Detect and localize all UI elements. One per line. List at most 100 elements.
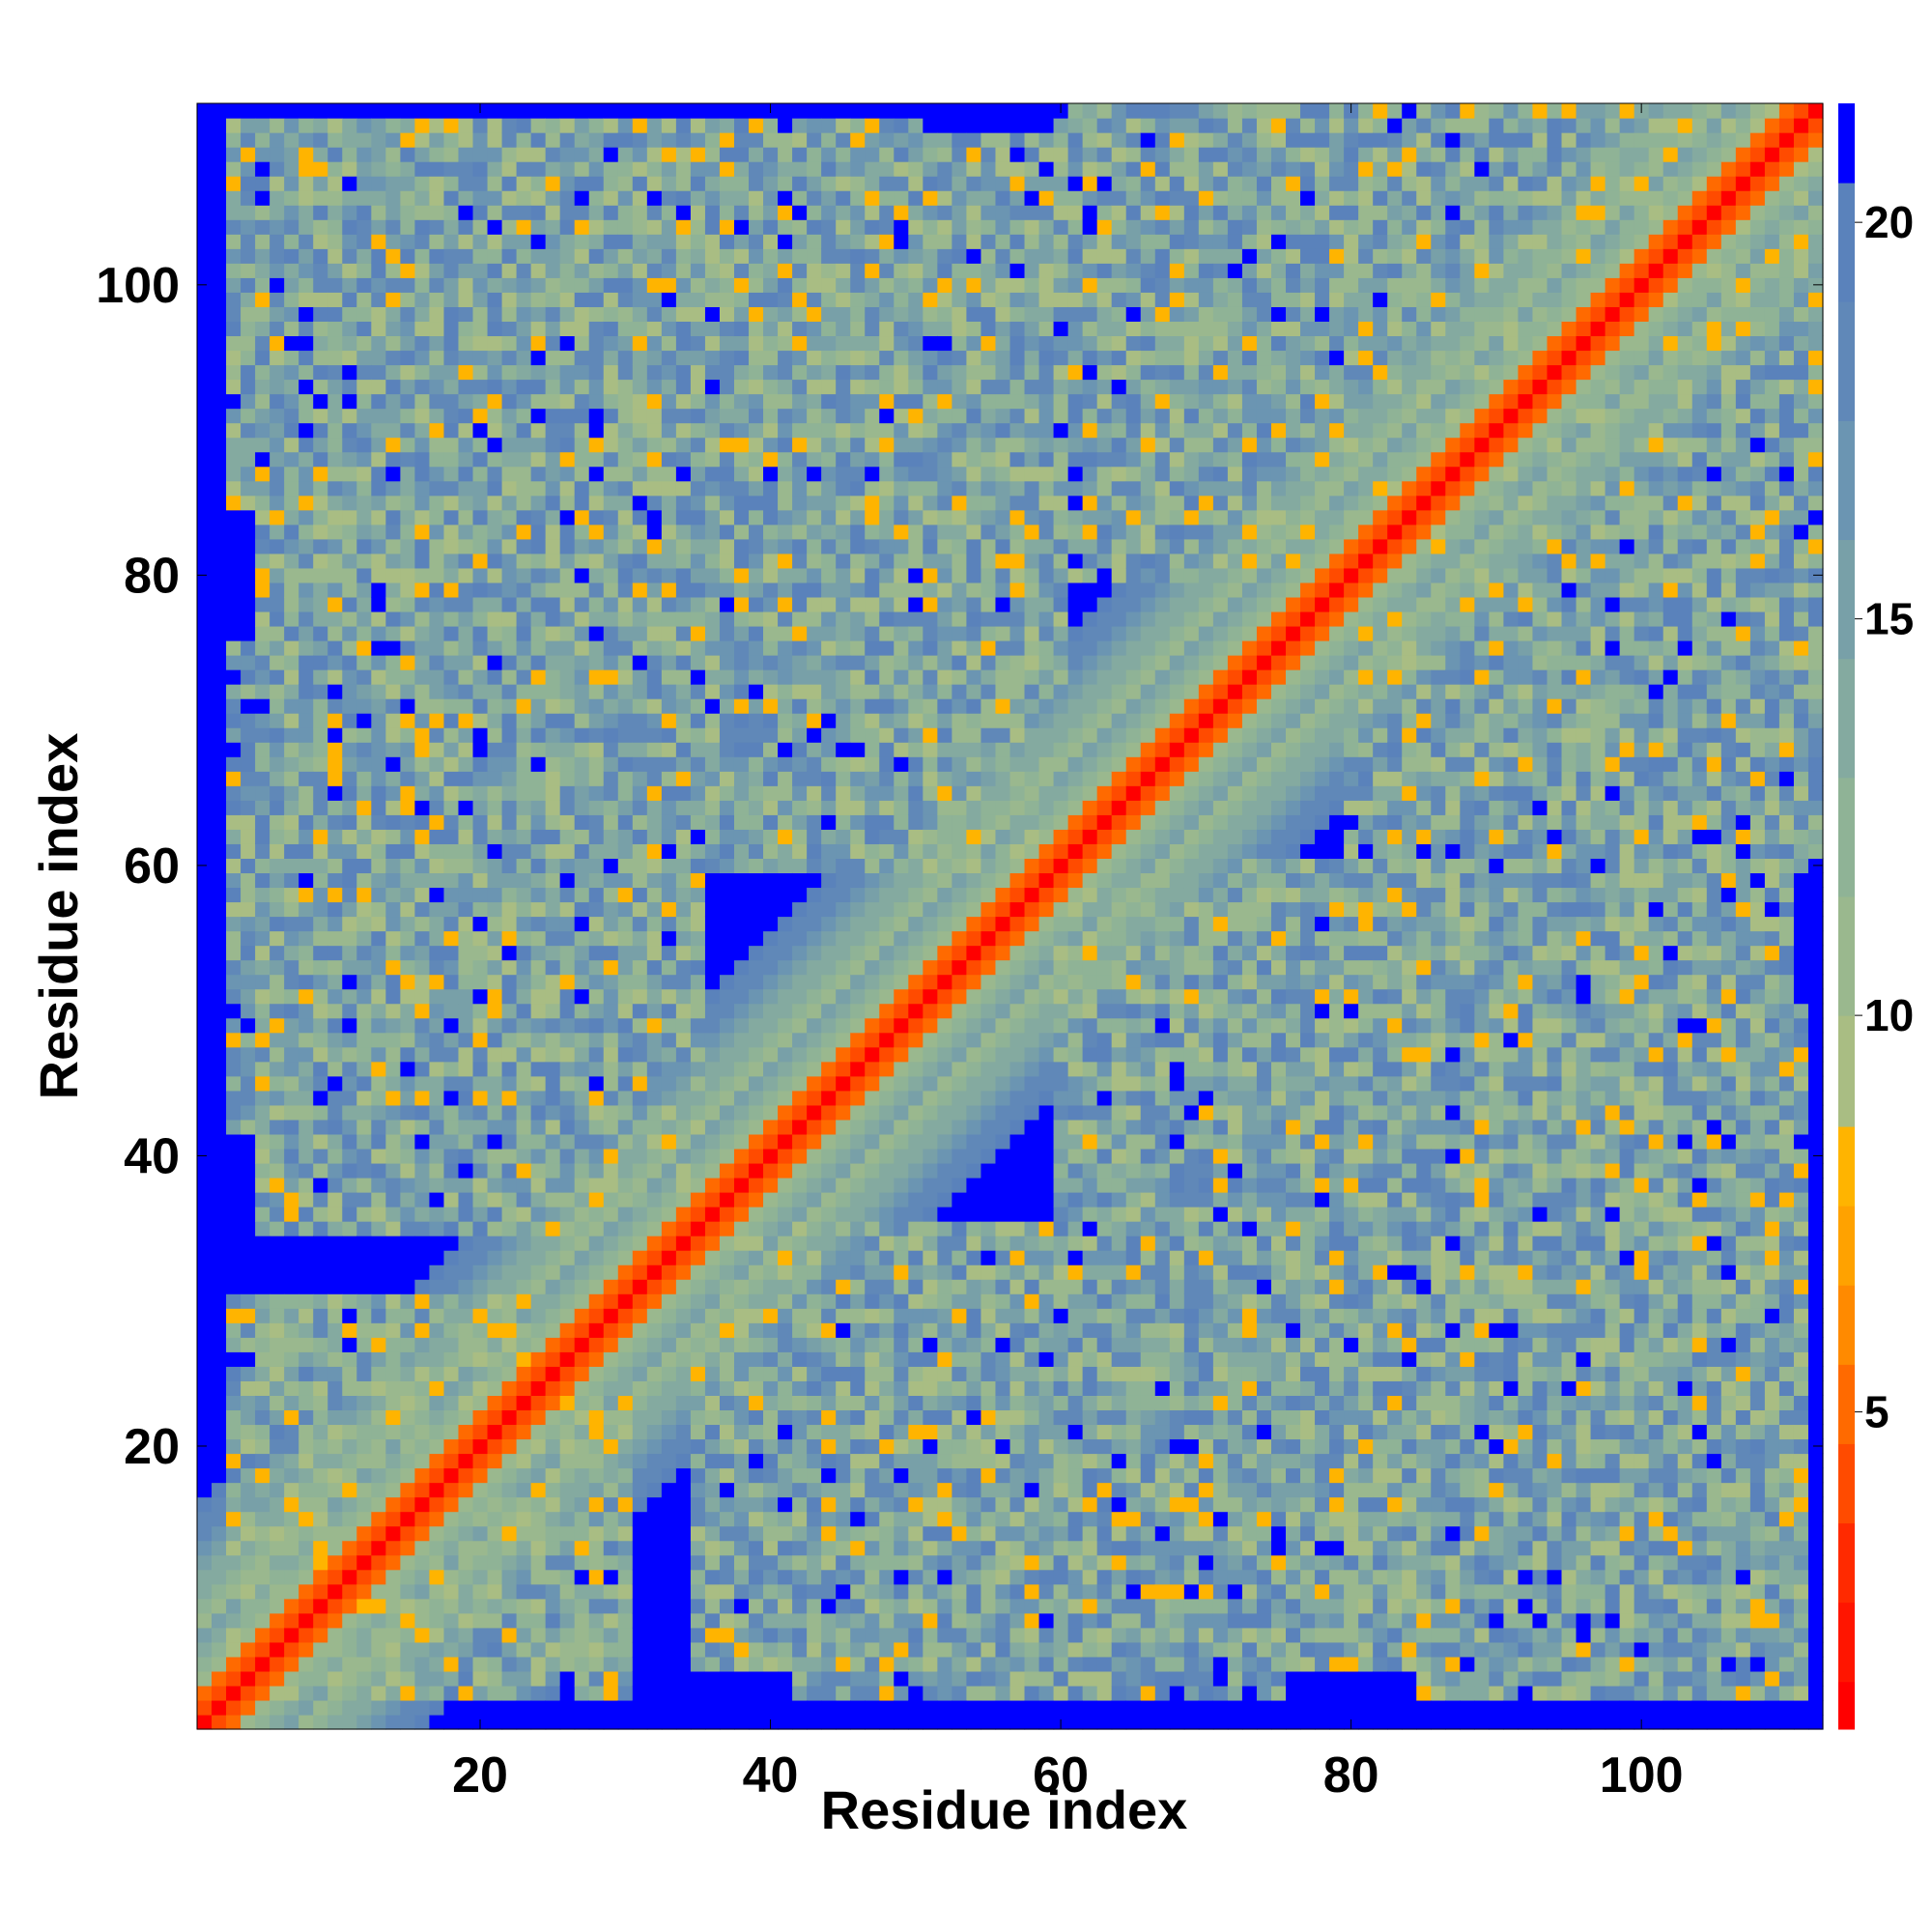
heatmap-cell xyxy=(342,509,357,526)
heatmap-cell xyxy=(270,335,285,352)
heatmap-cell xyxy=(690,1641,706,1658)
heatmap-cell xyxy=(501,1525,518,1542)
heatmap-cell xyxy=(313,495,328,511)
heatmap-cell xyxy=(733,393,750,410)
heatmap-cell xyxy=(487,567,503,583)
heatmap-cell xyxy=(313,248,328,264)
heatmap-cell xyxy=(371,422,386,439)
heatmap-cell xyxy=(704,132,721,148)
heatmap-cell xyxy=(690,1467,706,1484)
heatmap-cell xyxy=(530,1162,547,1179)
heatmap-cell xyxy=(792,1670,808,1687)
heatmap-cell xyxy=(559,901,576,918)
heatmap-cell xyxy=(443,727,460,743)
heatmap-cell xyxy=(719,988,735,1005)
heatmap-cell xyxy=(574,393,590,410)
heatmap-cell xyxy=(385,1395,401,1411)
heatmap-cell xyxy=(241,1221,256,1236)
heatmap-cell xyxy=(545,480,561,497)
heatmap-cell xyxy=(270,727,285,743)
heatmap-cell xyxy=(749,306,764,323)
heatmap-cell xyxy=(501,277,518,293)
heatmap-cell xyxy=(487,1482,503,1498)
heatmap-cell xyxy=(400,1453,416,1469)
heatmap-cell xyxy=(704,1236,721,1251)
heatmap-cell xyxy=(443,596,460,612)
heatmap-cell xyxy=(443,1714,460,1730)
heatmap-cell xyxy=(226,1075,242,1092)
heatmap-cell xyxy=(545,248,561,264)
heatmap-cell xyxy=(836,1482,851,1498)
heatmap-cell xyxy=(559,263,576,278)
heatmap-cell xyxy=(284,176,299,191)
heatmap-cell xyxy=(356,1366,372,1381)
heatmap-cell xyxy=(385,277,401,293)
heatmap-cell xyxy=(733,1337,750,1352)
heatmap-cell xyxy=(559,684,576,699)
heatmap-cell xyxy=(603,1003,619,1019)
heatmap-cell xyxy=(704,1322,721,1338)
heatmap-cell xyxy=(270,625,285,641)
heatmap-cell xyxy=(559,1511,576,1527)
heatmap-cell xyxy=(792,147,808,162)
heatmap-cell xyxy=(516,1540,532,1556)
heatmap-cell xyxy=(646,756,663,772)
heatmap-cell xyxy=(356,1003,372,1019)
heatmap-cell xyxy=(487,945,503,961)
heatmap-cell xyxy=(807,263,822,278)
heatmap-cell xyxy=(385,132,401,148)
heatmap-cell xyxy=(749,1641,764,1658)
heatmap-cell xyxy=(443,1192,460,1208)
heatmap-cell xyxy=(675,1685,692,1701)
heatmap-cell xyxy=(284,306,299,323)
heatmap-cell xyxy=(270,1482,285,1498)
heatmap-cell xyxy=(632,1511,648,1527)
heatmap-cell xyxy=(516,277,532,293)
heatmap-cell xyxy=(400,771,416,786)
heatmap-cell xyxy=(704,1366,721,1381)
heatmap-cell xyxy=(516,466,532,482)
heatmap-cell xyxy=(704,103,721,119)
heatmap-cell xyxy=(821,1496,837,1513)
heatmap-cell xyxy=(588,538,605,554)
heatmap-cell xyxy=(749,364,764,381)
heatmap-cell xyxy=(690,858,706,874)
heatmap-cell xyxy=(807,1322,822,1338)
heatmap-cell xyxy=(807,1090,822,1106)
heatmap-cell xyxy=(733,1641,750,1658)
heatmap-cell xyxy=(414,1627,431,1643)
heatmap-cell xyxy=(588,1511,605,1527)
heatmap-cell xyxy=(342,350,357,366)
heatmap-cell xyxy=(661,1540,677,1556)
heatmap-cell xyxy=(792,567,808,583)
heatmap-cell xyxy=(821,437,837,453)
heatmap-cell xyxy=(749,277,764,293)
heatmap-cell xyxy=(443,1670,460,1687)
heatmap-cell xyxy=(588,451,605,468)
heatmap-cell xyxy=(212,567,227,583)
heatmap-cell xyxy=(675,1482,692,1498)
heatmap-cell xyxy=(255,1075,270,1092)
heatmap-cell xyxy=(487,509,503,526)
heatmap-cell xyxy=(226,161,242,177)
heatmap-cell xyxy=(588,1641,605,1658)
heatmap-cell xyxy=(704,1104,721,1121)
heatmap-cell xyxy=(603,829,619,844)
heatmap-cell xyxy=(458,1337,474,1352)
heatmap-cell xyxy=(588,350,605,366)
heatmap-cell xyxy=(487,1133,503,1150)
heatmap-cell xyxy=(778,1308,793,1323)
heatmap-cell xyxy=(763,742,779,757)
heatmap-cell xyxy=(270,1380,285,1396)
heatmap-cell xyxy=(298,742,314,757)
heatmap-cell xyxy=(385,756,401,772)
heatmap-cell xyxy=(821,1540,837,1556)
heatmap-cell xyxy=(212,698,227,714)
heatmap-cell xyxy=(385,1032,401,1048)
heatmap-cell xyxy=(530,887,547,903)
heatmap-cell xyxy=(414,1293,431,1309)
heatmap-cell xyxy=(749,1133,764,1150)
heatmap-cell xyxy=(255,480,270,497)
heatmap-cell xyxy=(414,567,431,583)
heatmap-cell xyxy=(385,611,401,627)
